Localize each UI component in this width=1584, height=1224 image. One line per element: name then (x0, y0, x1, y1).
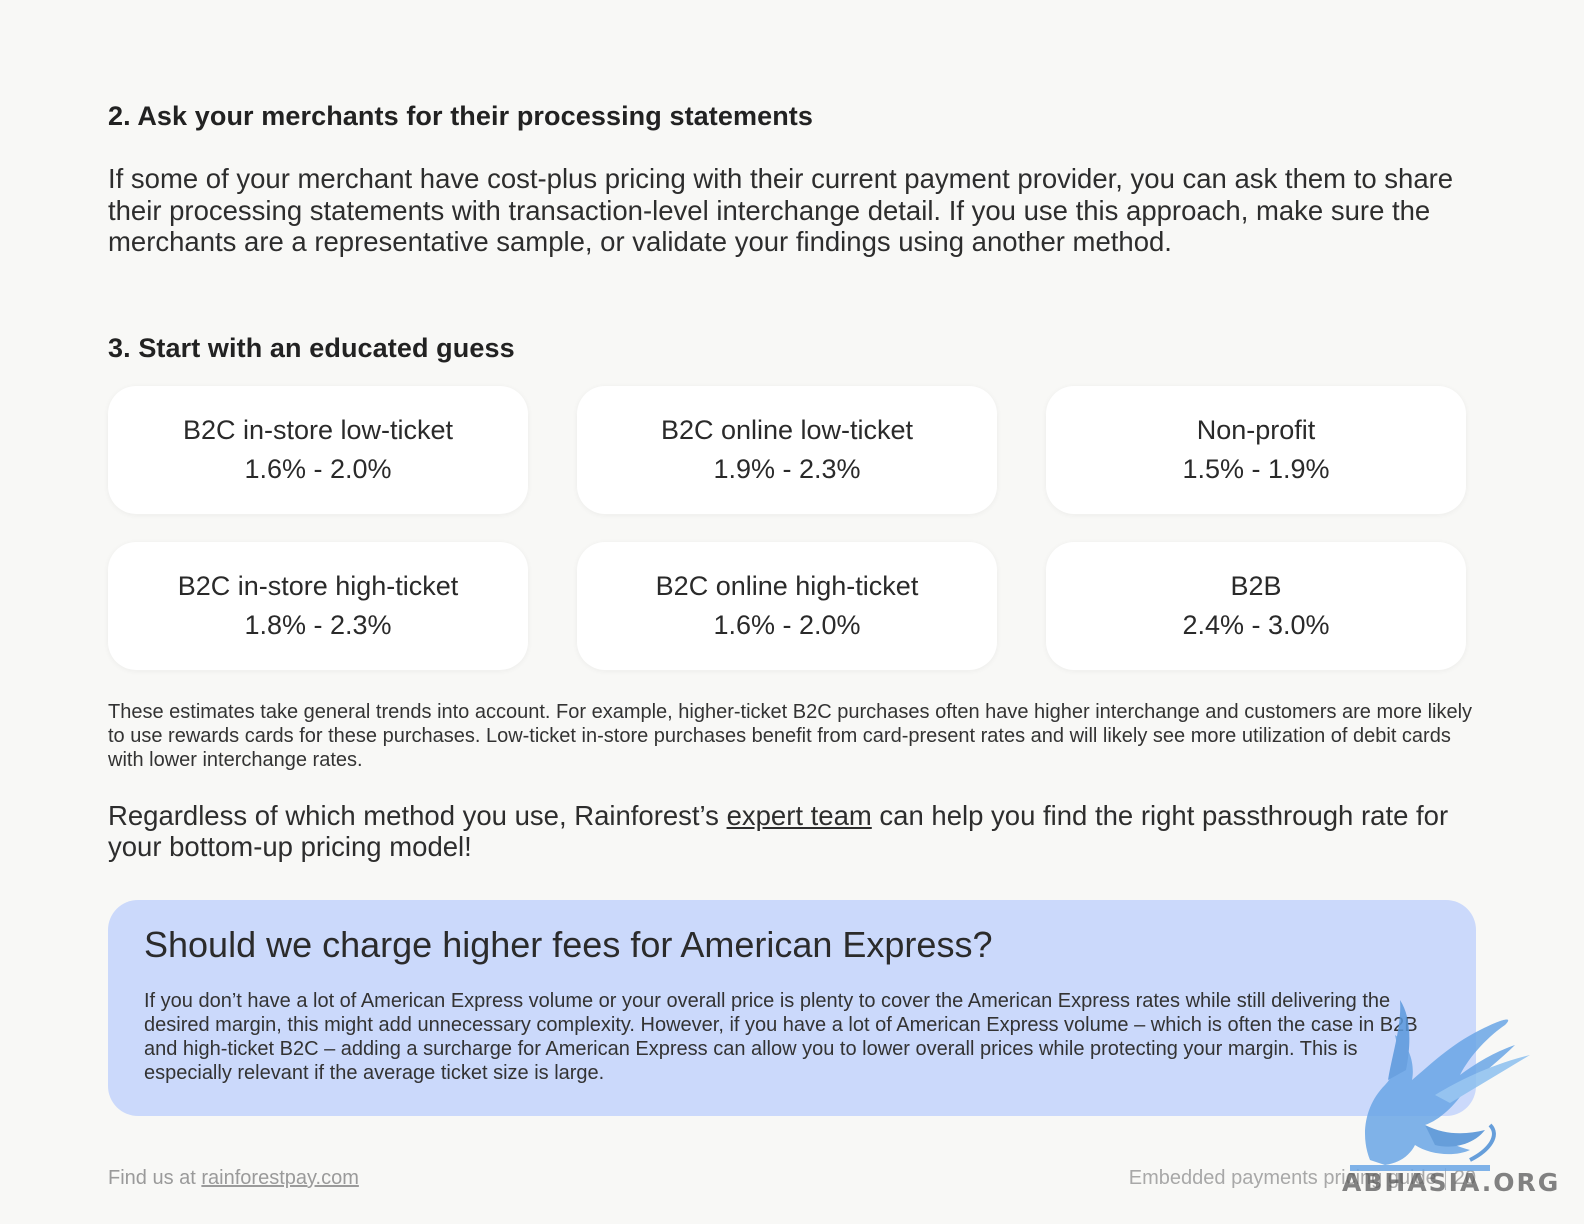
footer-prefix: Find us at (108, 1167, 202, 1189)
card-label: B2C online low-ticket (660, 415, 914, 445)
guide-title: Embedded payments pricing guide (1128, 1167, 1437, 1189)
estimate-card-b2c-online-high: B2C online high-ticket 1.6% - 2.0% (577, 542, 997, 670)
griffin-logo-icon (1350, 1000, 1530, 1171)
estimate-card-b2c-instore-high: B2C in-store high-ticket 1.8% - 2.3% (108, 542, 528, 670)
estimates-note: These estimates take general trends into… (108, 701, 1473, 771)
footer-contact: Find us at rainforestpay.com (108, 1167, 359, 1190)
section-3-heading: 3. Start with an educated guess (108, 333, 515, 363)
card-label: B2C online high-ticket (655, 571, 919, 601)
card-range: 1.5% - 1.9% (1182, 454, 1330, 484)
website-link[interactable]: rainforestpay.com (201, 1167, 359, 1189)
estimate-card-b2c-instore-low: B2C in-store low-ticket 1.6% - 2.0% (108, 386, 528, 514)
card-range: 1.8% - 2.3% (244, 610, 392, 640)
estimate-card-non-profit: Non-profit 1.5% - 1.9% (1046, 386, 1466, 514)
estimate-card-b2c-online-low: B2C online low-ticket 1.9% - 2.3% (577, 386, 997, 514)
watermark-text: ABHASIA.ORG (1342, 1168, 1561, 1197)
card-range: 1.6% - 2.0% (713, 610, 861, 640)
cta-text-after: can help you find the right passthrough … (108, 800, 1449, 862)
cta-text-before: Regardless of which method you use, Rain… (108, 800, 727, 831)
amex-callout-box: Should we charge higher fees for America… (108, 900, 1476, 1116)
card-range: 1.6% - 2.0% (244, 454, 392, 484)
cta-paragraph: Regardless of which method you use, Rain… (108, 800, 1476, 862)
card-label: B2C in-store high-ticket (177, 571, 459, 601)
estimate-card-b2b: B2B 2.4% - 3.0% (1046, 542, 1466, 670)
section-2-heading: 2. Ask your merchants for their processi… (108, 101, 814, 131)
card-label: Non-profit (1196, 415, 1316, 445)
callout-body: If you don’t have a lot of American Expr… (144, 990, 1418, 1084)
footer-page-info: Embedded payments pricing guide 20 (1129, 1167, 1476, 1190)
card-label: B2C in-store low-ticket (182, 415, 454, 445)
card-range: 2.4% - 3.0% (1182, 610, 1330, 640)
card-label: B2B (1230, 571, 1282, 601)
card-range: 1.9% - 2.3% (713, 454, 861, 484)
footer-divider (1444, 1167, 1446, 1190)
callout-title: Should we charge higher fees for America… (144, 924, 993, 965)
section-2-body: If some of your merchant have cost-plus … (108, 163, 1454, 257)
page-number: 20 (1453, 1167, 1476, 1189)
expert-team-link[interactable]: expert team (726, 800, 872, 831)
